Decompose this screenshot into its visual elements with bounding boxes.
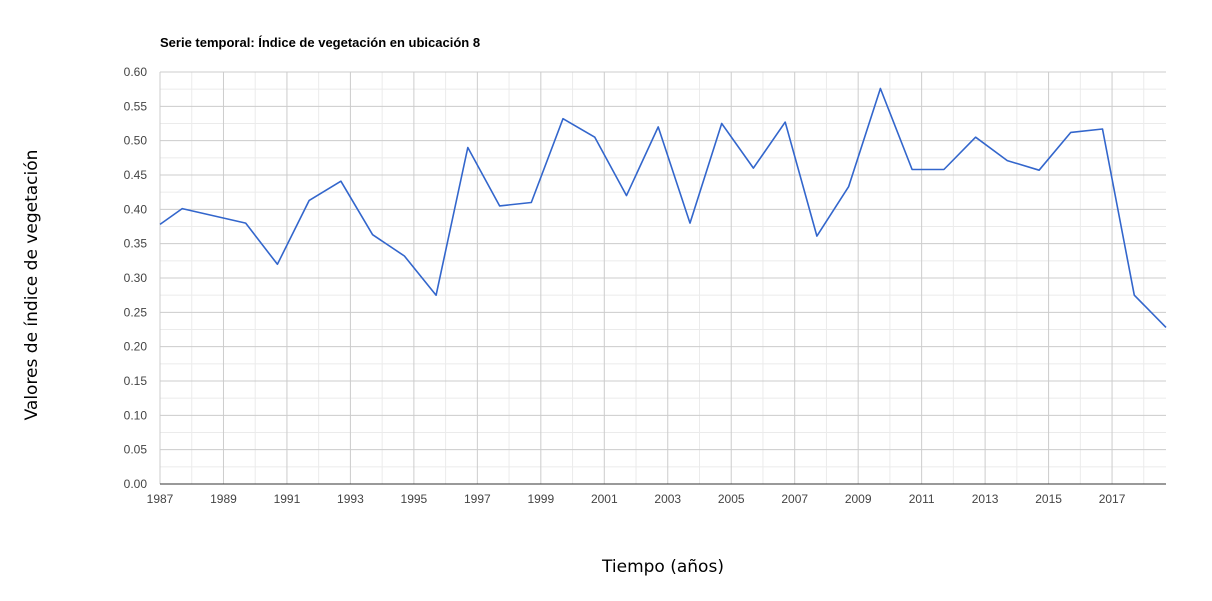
chart-grid [159, 71, 1166, 485]
x-tick-label: 1989 [210, 492, 237, 506]
x-tick-label: 2013 [972, 492, 999, 506]
x-tick-label: 1991 [274, 492, 301, 506]
x-tick-label: 2011 [909, 492, 935, 506]
y-tick-label: 0.35 [124, 237, 148, 251]
y-tick-label: 0.30 [124, 271, 148, 285]
x-tick-label: 2017 [1099, 492, 1126, 506]
x-tick-label: 2003 [654, 492, 681, 506]
chart-series [159, 87, 1167, 328]
y-tick-label: 0.00 [124, 477, 148, 491]
x-tick-label: 1987 [147, 492, 174, 506]
y-tick-label: 0.10 [124, 408, 148, 422]
y-tick-label: 0.55 [124, 99, 148, 113]
x-tick-label: 1995 [401, 492, 428, 506]
x-tick-label: 1997 [464, 492, 491, 506]
y-tick-label: 0.60 [124, 65, 148, 79]
series-line [159, 87, 1167, 328]
y-axis-ticks: 0.00 0.05 0.10 0.15 0.20 0.25 0.30 0.35 0.40 0.45… [124, 65, 148, 491]
y-tick-label: 0.50 [124, 134, 148, 148]
x-tick-label: 1999 [527, 492, 554, 506]
x-axis-label: Tiempo (años) [601, 557, 724, 577]
y-tick-label: 0.20 [124, 340, 148, 354]
y-axis-label: Valores de índice de vegetación [22, 150, 42, 421]
x-axis-ticks: 1987 1989 1991 1993 1995 1997 1999 2001 2003 2005… [147, 492, 1126, 506]
x-tick-label: 2009 [845, 492, 872, 506]
x-tick-label: 1993 [337, 492, 364, 506]
y-tick-label: 0.05 [124, 443, 148, 457]
chart-title: Serie temporal: Índice de vegetación en … [160, 35, 480, 50]
y-tick-label: 0.15 [124, 374, 148, 388]
x-tick-label: 2005 [718, 492, 745, 506]
x-tick-label: 2007 [781, 492, 808, 506]
x-tick-label: 2001 [591, 492, 618, 506]
y-tick-label: 0.45 [124, 168, 148, 182]
x-tick-label: 2015 [1035, 492, 1062, 506]
y-tick-label: 0.40 [124, 202, 148, 216]
y-tick-label: 0.25 [124, 305, 148, 319]
